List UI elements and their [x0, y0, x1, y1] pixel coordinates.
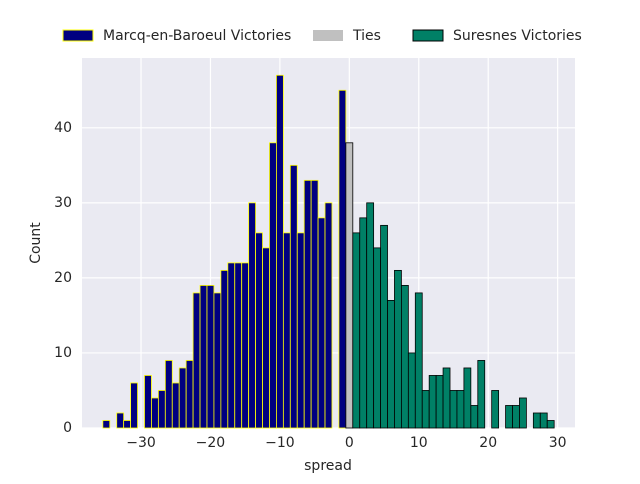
bar: [414, 292, 423, 429]
bar: [282, 232, 291, 429]
bar: [463, 367, 472, 429]
x-axis-label: spread: [304, 458, 352, 474]
bar: [324, 202, 333, 429]
bar: [317, 217, 326, 429]
y-tick-label: 20: [54, 270, 72, 286]
bar: [241, 262, 250, 429]
legend-swatch: [313, 30, 343, 41]
bar: [178, 367, 187, 429]
bar: [519, 397, 527, 429]
bar: [435, 375, 444, 429]
bar: [206, 285, 215, 429]
bar: [491, 390, 500, 429]
bar: [539, 412, 548, 429]
bar: [401, 285, 409, 429]
bar: [303, 179, 312, 429]
bar: [359, 217, 368, 429]
legend-swatch: [62, 29, 94, 42]
bar: [220, 269, 229, 429]
bar: [164, 360, 173, 429]
bar: [456, 390, 465, 429]
bar: [157, 390, 166, 429]
legend-label: Ties: [352, 28, 381, 44]
y-tick-label: 10: [54, 345, 72, 361]
bar: [276, 74, 284, 429]
bar: [477, 360, 486, 429]
bar: [532, 412, 541, 429]
bar: [394, 269, 402, 429]
bar: [512, 405, 520, 429]
bar: [310, 179, 319, 429]
legend-swatch: [412, 29, 444, 42]
bar: [185, 360, 194, 429]
bar: [421, 390, 430, 429]
x-tick-label: −10: [265, 435, 295, 451]
bar: [144, 375, 152, 429]
bar: [380, 224, 388, 429]
x-tick-label: 30: [549, 435, 567, 451]
x-tick-label: −20: [196, 435, 226, 451]
legend-label: Suresnes Victories: [453, 28, 582, 44]
bar: [130, 382, 138, 429]
x-tick-label: −30: [126, 435, 156, 451]
bar: [289, 164, 298, 429]
legend-label: Marcq-en-Baroeul Victories: [103, 28, 291, 44]
y-tick-label: 40: [54, 120, 72, 136]
bar: [345, 142, 354, 429]
bar: [428, 375, 437, 429]
bar: [227, 262, 236, 429]
y-tick-label: 0: [63, 420, 72, 436]
bar: [123, 420, 132, 429]
bar: [151, 397, 159, 429]
bar: [449, 390, 458, 429]
bar: [255, 232, 263, 429]
bar: [269, 142, 277, 429]
x-tick-label: 20: [479, 435, 497, 451]
bar: [407, 352, 416, 429]
bar: [546, 420, 555, 429]
bar: [192, 292, 201, 429]
bar: [442, 367, 451, 429]
bar: [338, 89, 347, 429]
bar: [262, 247, 270, 429]
bar: [213, 292, 222, 429]
x-tick-label: 0: [345, 435, 354, 451]
bar: [248, 202, 256, 429]
bar: [116, 412, 125, 429]
bar: [373, 247, 381, 429]
x-tick-label: 10: [410, 435, 428, 451]
bar: [234, 262, 243, 429]
bar: [387, 300, 395, 429]
bar: [296, 232, 305, 429]
bar: [470, 405, 479, 429]
bar: [505, 405, 513, 429]
bar: [352, 232, 361, 429]
y-tick-label: 30: [54, 195, 72, 211]
bar: [102, 420, 111, 429]
bar: [366, 202, 375, 429]
y-axis-label: Count: [28, 222, 44, 264]
bar: [171, 382, 180, 429]
bar: [199, 285, 208, 429]
